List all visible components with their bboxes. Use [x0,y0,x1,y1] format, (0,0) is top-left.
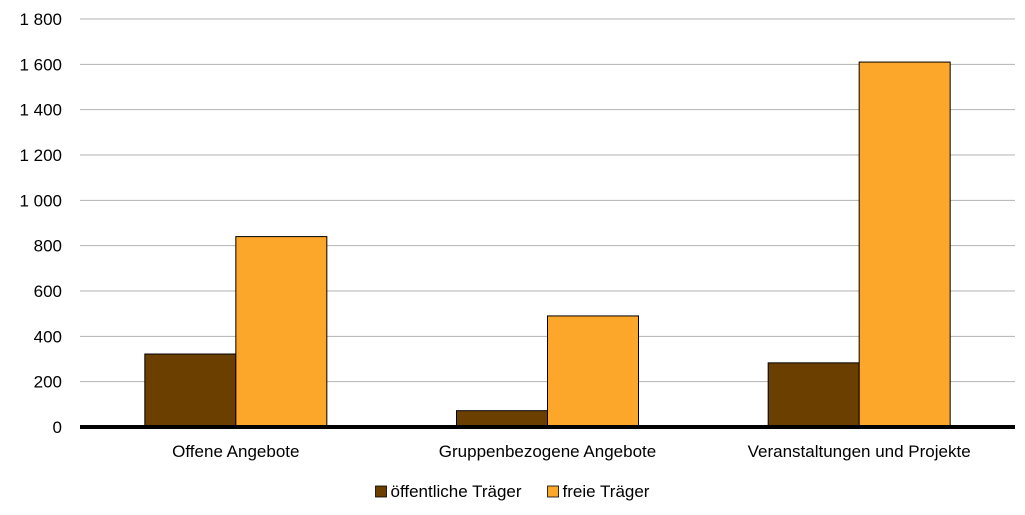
bar [144,353,237,428]
bar [456,410,548,428]
y-tick-label: 600 [34,282,62,301]
x-axis-ticks: Offene Angebote Gruppenbezogene Angebote V… [172,442,971,461]
legend: öffentliche Träger freie Träger [375,482,650,501]
y-tick-label: 800 [34,237,62,256]
y-tick-label: 1 800 [19,10,62,29]
y-tick-label: 1 000 [19,191,62,210]
y-tick-label: 1 600 [19,55,62,74]
legend-label: freie Träger [563,482,650,501]
legend-label: öffentliche Träger [391,482,522,501]
bar [858,61,951,428]
x-tick-label: Gruppenbezogene Angebote [439,442,656,461]
x-tick-label: Offene Angebote [172,442,299,461]
y-tick-label: 400 [34,327,62,346]
y-axis-ticks: 0 200 400 600 800 1 000 1 200 1 400 1 600 1 800 [19,10,62,437]
bar [235,236,328,428]
y-tick-label: 1 200 [19,146,62,165]
bars [144,61,951,428]
bar [547,315,639,428]
y-tick-label: 0 [53,418,62,437]
legend-swatch [375,485,387,498]
y-tick-label: 200 [34,373,62,392]
bar [767,362,860,428]
y-tick-label: 1 400 [19,101,62,120]
x-tick-label: Veranstaltungen und Projekte [748,442,971,461]
legend-swatch [547,485,559,498]
